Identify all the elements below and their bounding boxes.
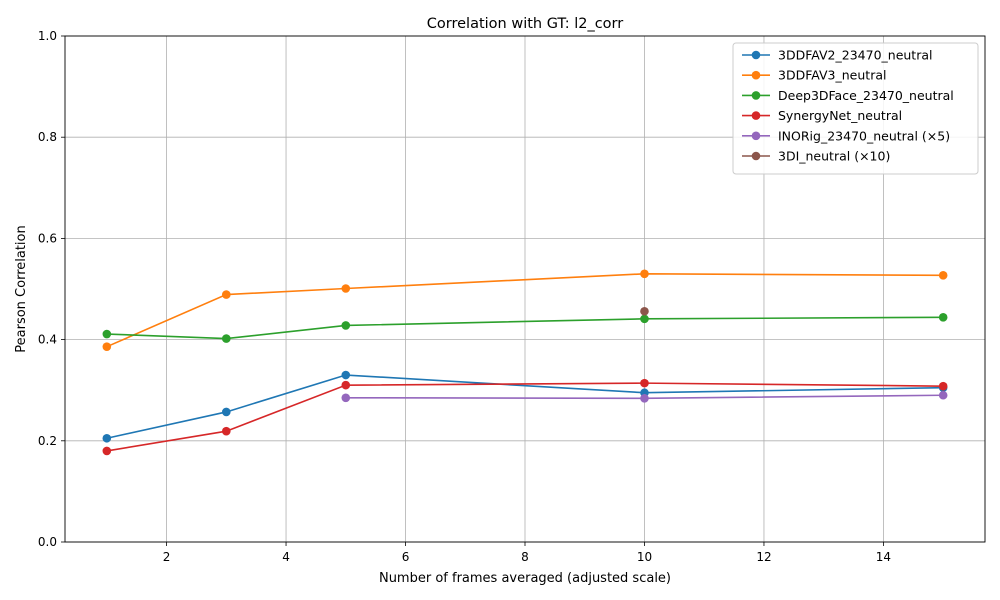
legend-item: INORig_23470_neutral (×5) xyxy=(742,128,950,143)
y-tick-label: 0.8 xyxy=(38,130,57,144)
legend-label: Deep3DFace_23470_neutral xyxy=(778,88,954,103)
y-tick-label: 0.0 xyxy=(38,535,57,549)
data-point xyxy=(640,269,649,279)
x-tick-label: 6 xyxy=(402,550,410,564)
legend-label: 3DDFAV3_neutral xyxy=(778,68,886,83)
legend-label: SynergyNet_neutral xyxy=(778,108,902,123)
legend: 3DDFAV2_23470_neutral 3DDFAV3_neutral Deep… xyxy=(732,42,979,175)
data-point xyxy=(341,380,351,390)
data-point xyxy=(341,393,351,403)
legend-label: 3DDFAV2_23470_neutral xyxy=(778,48,932,63)
axes-frame xyxy=(64,35,986,543)
series-3 xyxy=(102,378,948,456)
data-point xyxy=(938,390,948,400)
series-4 xyxy=(341,390,948,403)
legend-marker xyxy=(751,111,761,120)
data-point xyxy=(640,306,649,316)
data-point xyxy=(221,426,231,436)
data-point xyxy=(221,407,231,417)
x-tick-label: 4 xyxy=(282,550,290,564)
data-point xyxy=(102,433,112,443)
data-point xyxy=(938,313,948,322)
legend-item: Deep3DFace_23470_neutral xyxy=(742,88,954,103)
x-tick-label: 14 xyxy=(876,550,891,564)
y-tick-label: 1.0 xyxy=(38,29,57,43)
legend-item: 3DDFAV3_neutral xyxy=(742,68,886,83)
x-tick-label: 2 xyxy=(163,550,171,564)
series-5 xyxy=(640,306,649,316)
x-axis-label: Number of frames averaged (adjusted scal… xyxy=(379,571,671,586)
legend-marker xyxy=(751,131,761,141)
legend-marker xyxy=(751,70,761,80)
data-point xyxy=(640,393,649,403)
legend-item: 3DI_neutral (×10) xyxy=(742,149,890,164)
x-tick-label: 10 xyxy=(637,550,652,564)
data-point xyxy=(102,342,112,351)
legend-item: SynergyNet_neutral xyxy=(742,108,902,123)
series-2 xyxy=(102,313,948,343)
x-tick-label: 8 xyxy=(521,550,529,564)
legend-marker xyxy=(751,151,761,161)
data-point xyxy=(640,314,649,324)
y-tick-label: 0.2 xyxy=(38,434,57,448)
data-point xyxy=(938,271,948,280)
data-point xyxy=(938,381,948,391)
chart-title: Correlation with GT: l2_corr xyxy=(427,16,623,32)
legend-item: 3DDFAV2_23470_neutral xyxy=(742,48,932,63)
data-point xyxy=(341,321,351,330)
legend-label: 3DI_neutral (×10) xyxy=(778,149,890,164)
data-point xyxy=(640,378,649,388)
data-point xyxy=(221,334,231,343)
plot-area: 2 4 6 8 10 12 14 0.0 0.2 0.4 0.6 0.8 1.0 xyxy=(38,29,986,564)
data-point xyxy=(221,290,231,299)
y-axis-label: Pearson Correlation xyxy=(14,225,29,352)
legend-box xyxy=(732,42,979,175)
y-tick-label: 0.6 xyxy=(38,231,57,245)
series-1 xyxy=(102,269,948,351)
x-tick-label: 12 xyxy=(756,550,771,564)
legend-marker xyxy=(751,50,761,60)
legend-label: INORig_23470_neutral (×5) xyxy=(778,128,950,143)
data-point xyxy=(341,284,351,293)
data-point xyxy=(102,329,112,339)
data-point xyxy=(341,370,351,380)
legend-marker xyxy=(751,91,761,100)
data-point xyxy=(102,446,112,456)
y-tick-label: 0.4 xyxy=(38,333,57,347)
